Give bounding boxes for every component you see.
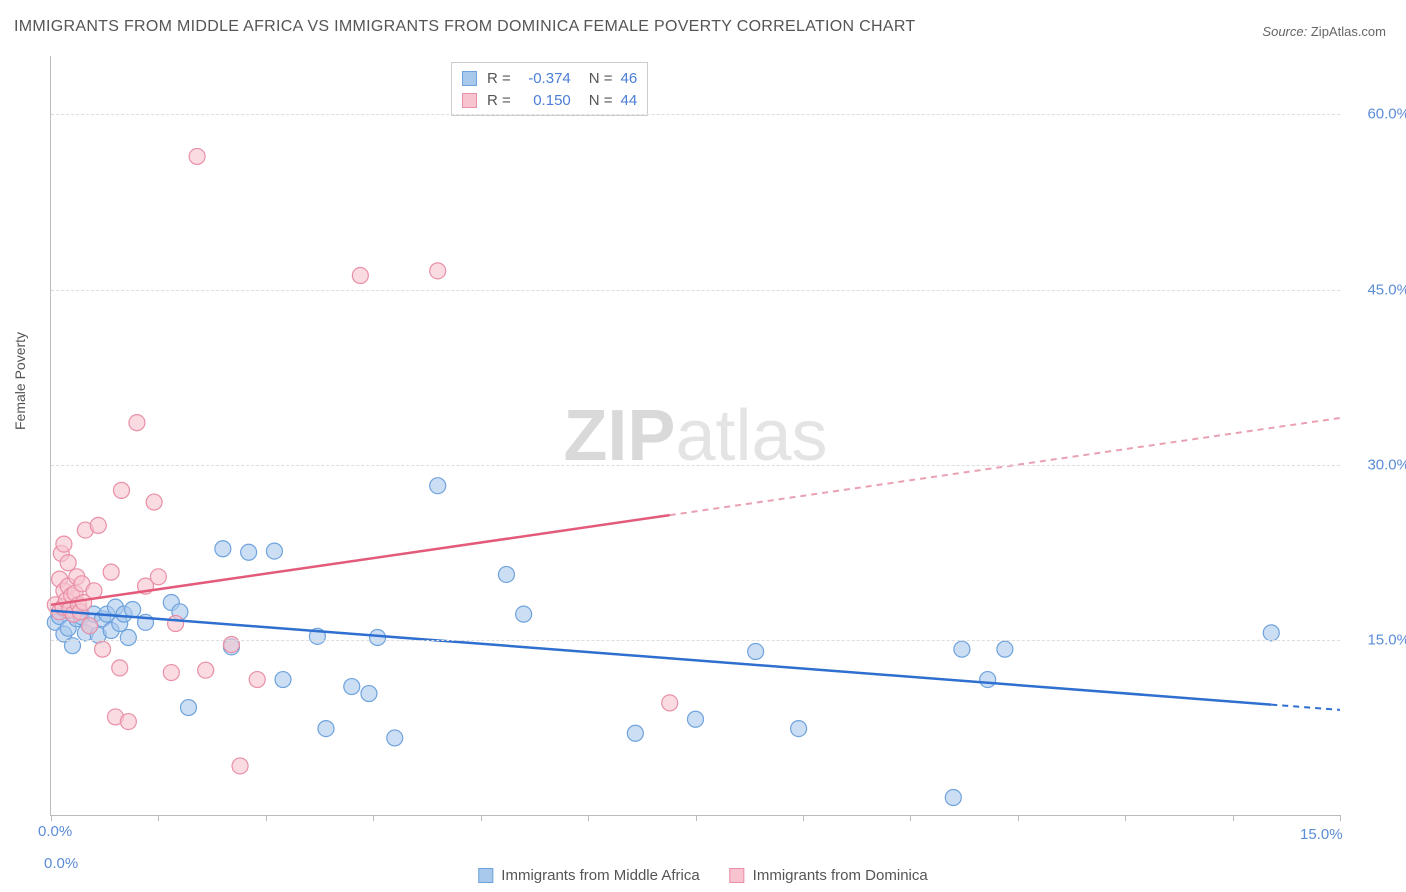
data-point (198, 662, 214, 678)
legend-swatch-1 (478, 868, 493, 883)
data-point (352, 268, 368, 284)
legend-label-2: Immigrants from Dominica (753, 867, 928, 884)
x-tick (266, 815, 267, 821)
data-point (791, 721, 807, 737)
data-point (103, 564, 119, 580)
legend-item-1: Immigrants from Middle Africa (478, 867, 699, 884)
legend-swatch-2 (730, 868, 745, 883)
x-tick (1233, 815, 1234, 821)
x-tick (51, 815, 52, 821)
x-tick (1340, 815, 1341, 821)
x-tick (1018, 815, 1019, 821)
data-point (318, 721, 334, 737)
data-point (215, 541, 231, 557)
data-point (688, 711, 704, 727)
x-tick (910, 815, 911, 821)
data-point (150, 569, 166, 585)
x-tick (481, 815, 482, 821)
data-point (516, 606, 532, 622)
data-point (266, 543, 282, 559)
data-point (662, 695, 678, 711)
data-point (627, 725, 643, 741)
data-point (168, 615, 184, 631)
data-point (249, 672, 265, 688)
data-point (120, 630, 136, 646)
gridline (51, 290, 1340, 291)
x-tick-label: 15.0% (1300, 826, 1343, 843)
data-point (387, 730, 403, 746)
source-credit: Source: ZipAtlas.com (1262, 24, 1386, 39)
data-point (954, 641, 970, 657)
legend: Immigrants from Middle Africa Immigrants… (478, 867, 927, 884)
data-point (90, 517, 106, 533)
data-point (163, 665, 179, 681)
data-point (997, 641, 1013, 657)
data-point (180, 700, 196, 716)
data-point (120, 714, 136, 730)
data-point (748, 644, 764, 660)
data-point (82, 618, 98, 634)
data-point (361, 686, 377, 702)
x-tick (588, 815, 589, 821)
x-tick (158, 815, 159, 821)
data-point (112, 660, 128, 676)
source-value: ZipAtlas.com (1311, 24, 1386, 39)
source-label: Source: (1262, 24, 1307, 39)
data-point (430, 478, 446, 494)
y-tick-label: 15.0% (1350, 631, 1406, 648)
y-tick-label: 60.0% (1350, 106, 1406, 123)
gridline (51, 465, 1340, 466)
data-point (129, 415, 145, 431)
legend-item-2: Immigrants from Dominica (730, 867, 928, 884)
data-point (146, 494, 162, 510)
chart-title: IMMIGRANTS FROM MIDDLE AFRICA VS IMMIGRA… (14, 18, 915, 36)
data-point (60, 555, 76, 571)
x-tick (803, 815, 804, 821)
data-point (125, 601, 141, 617)
data-point (370, 630, 386, 646)
trend-line-extrapolated (670, 418, 1340, 515)
trend-line (51, 611, 1271, 705)
data-point (189, 148, 205, 164)
plot-area: ZIPatlas R = -0.374 N = 46 R = 0.150 N =… (50, 56, 1340, 816)
gridline (51, 640, 1340, 641)
x-tick-label: 0.0% (44, 855, 78, 872)
trend-line (51, 515, 670, 605)
x-tick-label-origin: 0.0% (38, 823, 72, 840)
data-point (344, 679, 360, 695)
legend-label-1: Immigrants from Middle Africa (501, 867, 699, 884)
data-point (56, 536, 72, 552)
data-point (275, 672, 291, 688)
y-tick-label: 30.0% (1350, 456, 1406, 473)
data-point (945, 789, 961, 805)
trend-line-extrapolated (1271, 705, 1340, 710)
data-point (430, 263, 446, 279)
y-tick-label: 45.0% (1350, 281, 1406, 298)
data-point (980, 672, 996, 688)
data-point (113, 482, 129, 498)
x-tick (1125, 815, 1126, 821)
gridline (51, 114, 1340, 115)
data-point (241, 544, 257, 560)
data-point (1263, 625, 1279, 641)
data-point (498, 566, 514, 582)
x-tick (696, 815, 697, 821)
plot-svg (51, 56, 1340, 815)
data-point (86, 583, 102, 599)
data-point (95, 641, 111, 657)
chart-container: IMMIGRANTS FROM MIDDLE AFRICA VS IMMIGRA… (0, 0, 1406, 892)
y-axis-label: Female Poverty (12, 332, 28, 430)
x-tick (373, 815, 374, 821)
data-point (232, 758, 248, 774)
